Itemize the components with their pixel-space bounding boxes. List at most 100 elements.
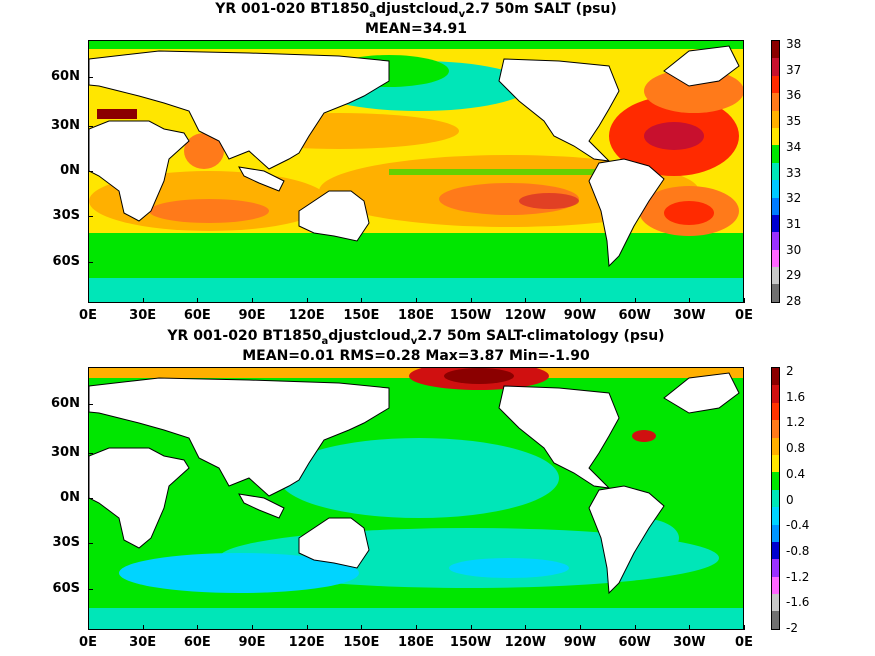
- lat-tick: [88, 543, 93, 544]
- lon-label: 90E: [238, 308, 266, 323]
- lat-tick: [88, 404, 93, 405]
- colorbar-label: -1.2: [786, 569, 810, 584]
- colorbar-label: 29: [786, 268, 802, 283]
- lon-label: 0E: [79, 635, 97, 650]
- lon-tick: [744, 625, 745, 630]
- lon-tick: [525, 298, 527, 303]
- colorbar-swatch: [772, 524, 779, 542]
- lon-tick: [689, 625, 691, 630]
- lat-label: 30N: [51, 118, 80, 133]
- colorbar-label: 0: [786, 492, 794, 507]
- lon-label: 60W: [618, 308, 651, 323]
- colorbar-swatch: [772, 197, 779, 215]
- lat-label: 30S: [52, 535, 80, 550]
- colorbar-swatch: [772, 127, 779, 146]
- colorbar-swatch: [772, 611, 779, 629]
- colorbar-swatch: [772, 559, 779, 577]
- lon-tick: [416, 625, 417, 630]
- colorbar-label: 34: [786, 139, 802, 154]
- lon-label: 60E: [183, 308, 211, 323]
- lon-tick: [88, 625, 89, 630]
- colorbar-label: 2: [786, 364, 794, 378]
- lon-label: 150E: [343, 635, 380, 650]
- lat-tick: [88, 589, 93, 590]
- lon-tick: [416, 298, 417, 303]
- lat-tick: [88, 171, 93, 172]
- lat-tick: [88, 77, 93, 78]
- lat-label: 0N: [60, 163, 80, 178]
- lat-label: 60N: [51, 396, 80, 411]
- lon-label: 90W: [563, 635, 597, 650]
- colorbar-label: -1.6: [786, 595, 810, 610]
- lon-tick: [361, 298, 363, 303]
- lon-tick: [689, 298, 691, 303]
- lat-tick: [88, 453, 93, 454]
- colorbar-label: 1.6: [786, 389, 806, 404]
- colorbar-swatch: [772, 180, 779, 198]
- lat-tick: [88, 262, 93, 263]
- colorbar-swatch: [772, 472, 779, 490]
- lon-tick: [470, 625, 472, 630]
- colorbar-label: -2: [786, 621, 798, 635]
- salinity-map: [88, 40, 744, 303]
- lat-label: 60S: [52, 581, 80, 596]
- lon-tick: [142, 625, 144, 630]
- lon-label: 30E: [129, 308, 157, 323]
- colorbar-swatch: [772, 541, 779, 560]
- lon-label: 30W: [673, 308, 706, 323]
- colorbar-label: 36: [786, 88, 802, 103]
- lon-label: 60E: [183, 635, 211, 650]
- colorbar-label: 37: [786, 62, 802, 77]
- lon-tick: [361, 625, 363, 630]
- colorbar-label: 33: [786, 165, 802, 180]
- colorbar-label: 1.2: [786, 415, 806, 430]
- colorbar-label: 0.8: [786, 441, 806, 456]
- lon-label: 180E: [397, 635, 435, 650]
- lon-tick: [306, 298, 308, 303]
- colorbar-swatch: [772, 594, 779, 612]
- colorbar-label: 35: [786, 114, 802, 129]
- salinity-anomaly-map: [88, 367, 744, 630]
- panel1-stats: MEAN=34.91: [364, 21, 468, 37]
- colorbar-swatch: [772, 402, 779, 421]
- lon-label: 30W: [673, 635, 706, 650]
- lat-label: 30S: [52, 208, 80, 223]
- colorbar-swatch: [772, 93, 779, 111]
- panel2-stats: MEAN=0.01 RMS=0.28 Max=3.87 Min=-1.90: [242, 348, 590, 364]
- lon-label: 150W: [449, 635, 492, 650]
- colorbar-swatch: [772, 454, 779, 473]
- lat-tick: [88, 216, 93, 217]
- colorbar-label: -0.4: [786, 518, 810, 533]
- lon-label: 120E: [288, 308, 325, 323]
- lon-tick: [252, 298, 253, 303]
- lat-label: 60N: [51, 69, 80, 84]
- lon-tick: [306, 625, 308, 630]
- lon-label: 30E: [129, 635, 157, 650]
- lon-tick: [580, 625, 581, 630]
- lon-tick: [634, 298, 636, 303]
- colorbar-swatch: [772, 249, 779, 268]
- lon-tick: [525, 625, 527, 630]
- lon-label: 120W: [504, 308, 547, 323]
- lon-tick: [470, 298, 472, 303]
- colorbar-swatch: [772, 576, 779, 595]
- lon-tick: [580, 298, 581, 303]
- colorbar-swatch: [772, 284, 779, 302]
- lon-label: 120W: [504, 635, 547, 650]
- lon-label: 0E: [735, 635, 753, 650]
- panel2-title: YR 001-020 BT1850adjustcloudv2.7 50m SAL…: [167, 328, 665, 347]
- lat-label: 0N: [60, 490, 80, 505]
- lon-tick: [197, 625, 199, 630]
- lon-label: 60W: [618, 635, 651, 650]
- lon-label: 150E: [343, 308, 380, 323]
- colorbar-swatch: [772, 507, 779, 525]
- lon-tick: [252, 625, 253, 630]
- colorbar-swatch: [772, 267, 779, 285]
- lon-tick: [142, 298, 144, 303]
- colorbar-swatch: [772, 58, 779, 76]
- lon-tick: [634, 625, 636, 630]
- lat-label: 60S: [52, 254, 80, 269]
- colorbar-swatch: [772, 420, 779, 438]
- colorbar-swatch: [772, 145, 779, 163]
- lat-tick: [88, 126, 93, 127]
